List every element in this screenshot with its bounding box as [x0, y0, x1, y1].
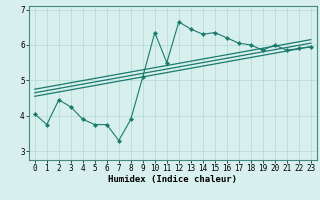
X-axis label: Humidex (Indice chaleur): Humidex (Indice chaleur) [108, 175, 237, 184]
